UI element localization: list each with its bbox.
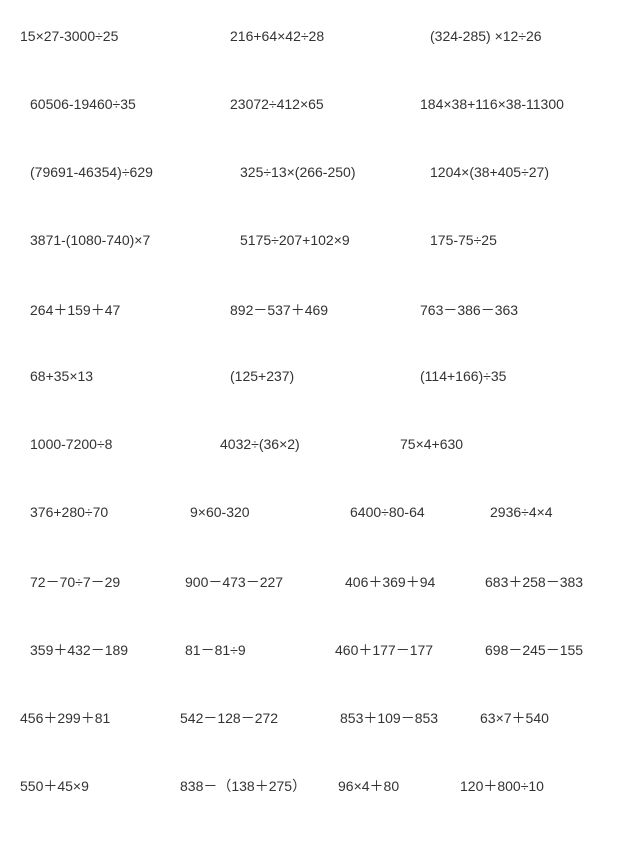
math-problem: 175-75÷25 bbox=[430, 232, 497, 248]
math-problem: 325÷13×(266-250) bbox=[240, 164, 356, 180]
math-problem: 1204×(38+405÷27) bbox=[430, 164, 549, 180]
math-problem: (79691-46354)÷629 bbox=[30, 164, 153, 180]
math-problem: 376+280÷70 bbox=[30, 504, 108, 520]
problem-row: 1000-7200÷8 4032÷(36×2) 75×4+630 bbox=[20, 436, 619, 454]
problem-row: 68+35×13 (125+237) (114+166)÷35 bbox=[20, 368, 619, 386]
math-worksheet: 15×27-3000÷25 216+64×42÷28 (324-285) ×12÷2… bbox=[20, 28, 619, 794]
math-problem: 406＋369＋94 bbox=[345, 572, 435, 592]
math-problem: 892－537＋469 bbox=[230, 300, 328, 320]
math-problem: 542－128－272 bbox=[180, 708, 278, 728]
math-problem: 1000-7200÷8 bbox=[30, 436, 112, 452]
math-problem: 81－81÷9 bbox=[185, 640, 246, 660]
math-problem: 184×38+116×38-11300 bbox=[420, 96, 564, 112]
math-problem: 359＋432－189 bbox=[30, 640, 128, 660]
math-problem: 63×7＋540 bbox=[480, 708, 549, 728]
problem-row: 15×27-3000÷25 216+64×42÷28 (324-285) ×12÷2… bbox=[20, 28, 619, 46]
math-problem: 96×4＋80 bbox=[338, 776, 399, 796]
math-problem: 75×4+630 bbox=[400, 436, 463, 452]
problem-row: 60506-19460÷35 23072÷412×65 184×38+116×38-… bbox=[20, 96, 619, 114]
problem-row: 264＋159＋47 892－537＋469 763－386－363 bbox=[20, 300, 619, 318]
math-problem: 3871-(1080-740)×7 bbox=[30, 232, 150, 248]
math-problem: 698－245－155 bbox=[485, 640, 583, 660]
math-problem: 6400÷80-64 bbox=[350, 504, 425, 520]
math-problem: 68+35×13 bbox=[30, 368, 93, 384]
math-problem: 15×27-3000÷25 bbox=[20, 28, 118, 44]
math-problem: 120＋800÷10 bbox=[460, 776, 544, 796]
math-problem: (324-285) ×12÷26 bbox=[430, 28, 542, 44]
math-problem: 4032÷(36×2) bbox=[220, 436, 300, 452]
problem-row: 72－70÷7－29 900－473－227 406＋369＋94 683＋258－3… bbox=[20, 572, 619, 590]
math-problem: 72－70÷7－29 bbox=[30, 572, 120, 592]
math-problem: 23072÷412×65 bbox=[230, 96, 324, 112]
math-problem: 853＋109－853 bbox=[340, 708, 438, 728]
math-problem: 550＋45×9 bbox=[20, 776, 89, 796]
problem-row: 456＋299＋81 542－128－272 853＋109－853 63×7＋540 bbox=[20, 708, 619, 726]
math-problem: 2936÷4×4 bbox=[490, 504, 553, 520]
math-problem: 683＋258－383 bbox=[485, 572, 583, 592]
math-problem: 763－386－363 bbox=[420, 300, 518, 320]
problem-row: 3871-(1080-740)×7 5175÷207+102×9 175-75÷25 bbox=[20, 232, 619, 250]
problem-row: 550＋45×9 838－（138＋275） 96×4＋80 120＋800÷10 bbox=[20, 776, 619, 794]
problem-row: 359＋432－189 81－81÷9 460＋177－177 698－245－155 bbox=[20, 640, 619, 658]
math-problem: 838－（138＋275） bbox=[180, 776, 306, 796]
math-problem: (114+166)÷35 bbox=[420, 368, 506, 384]
math-problem: (125+237) bbox=[230, 368, 294, 384]
math-problem: 456＋299＋81 bbox=[20, 708, 110, 728]
problem-row: 376+280÷70 9×60-320 6400÷80-64 2936÷4×4 bbox=[20, 504, 619, 522]
math-problem: 5175÷207+102×9 bbox=[240, 232, 350, 248]
math-problem: 460＋177－177 bbox=[335, 640, 433, 660]
math-problem: 216+64×42÷28 bbox=[230, 28, 324, 44]
math-problem: 900－473－227 bbox=[185, 572, 283, 592]
math-problem: 264＋159＋47 bbox=[30, 300, 120, 320]
math-problem: 9×60-320 bbox=[190, 504, 250, 520]
problem-row: (79691-46354)÷629 325÷13×(266-250) 1204×(3… bbox=[20, 164, 619, 182]
math-problem: 60506-19460÷35 bbox=[30, 96, 136, 112]
